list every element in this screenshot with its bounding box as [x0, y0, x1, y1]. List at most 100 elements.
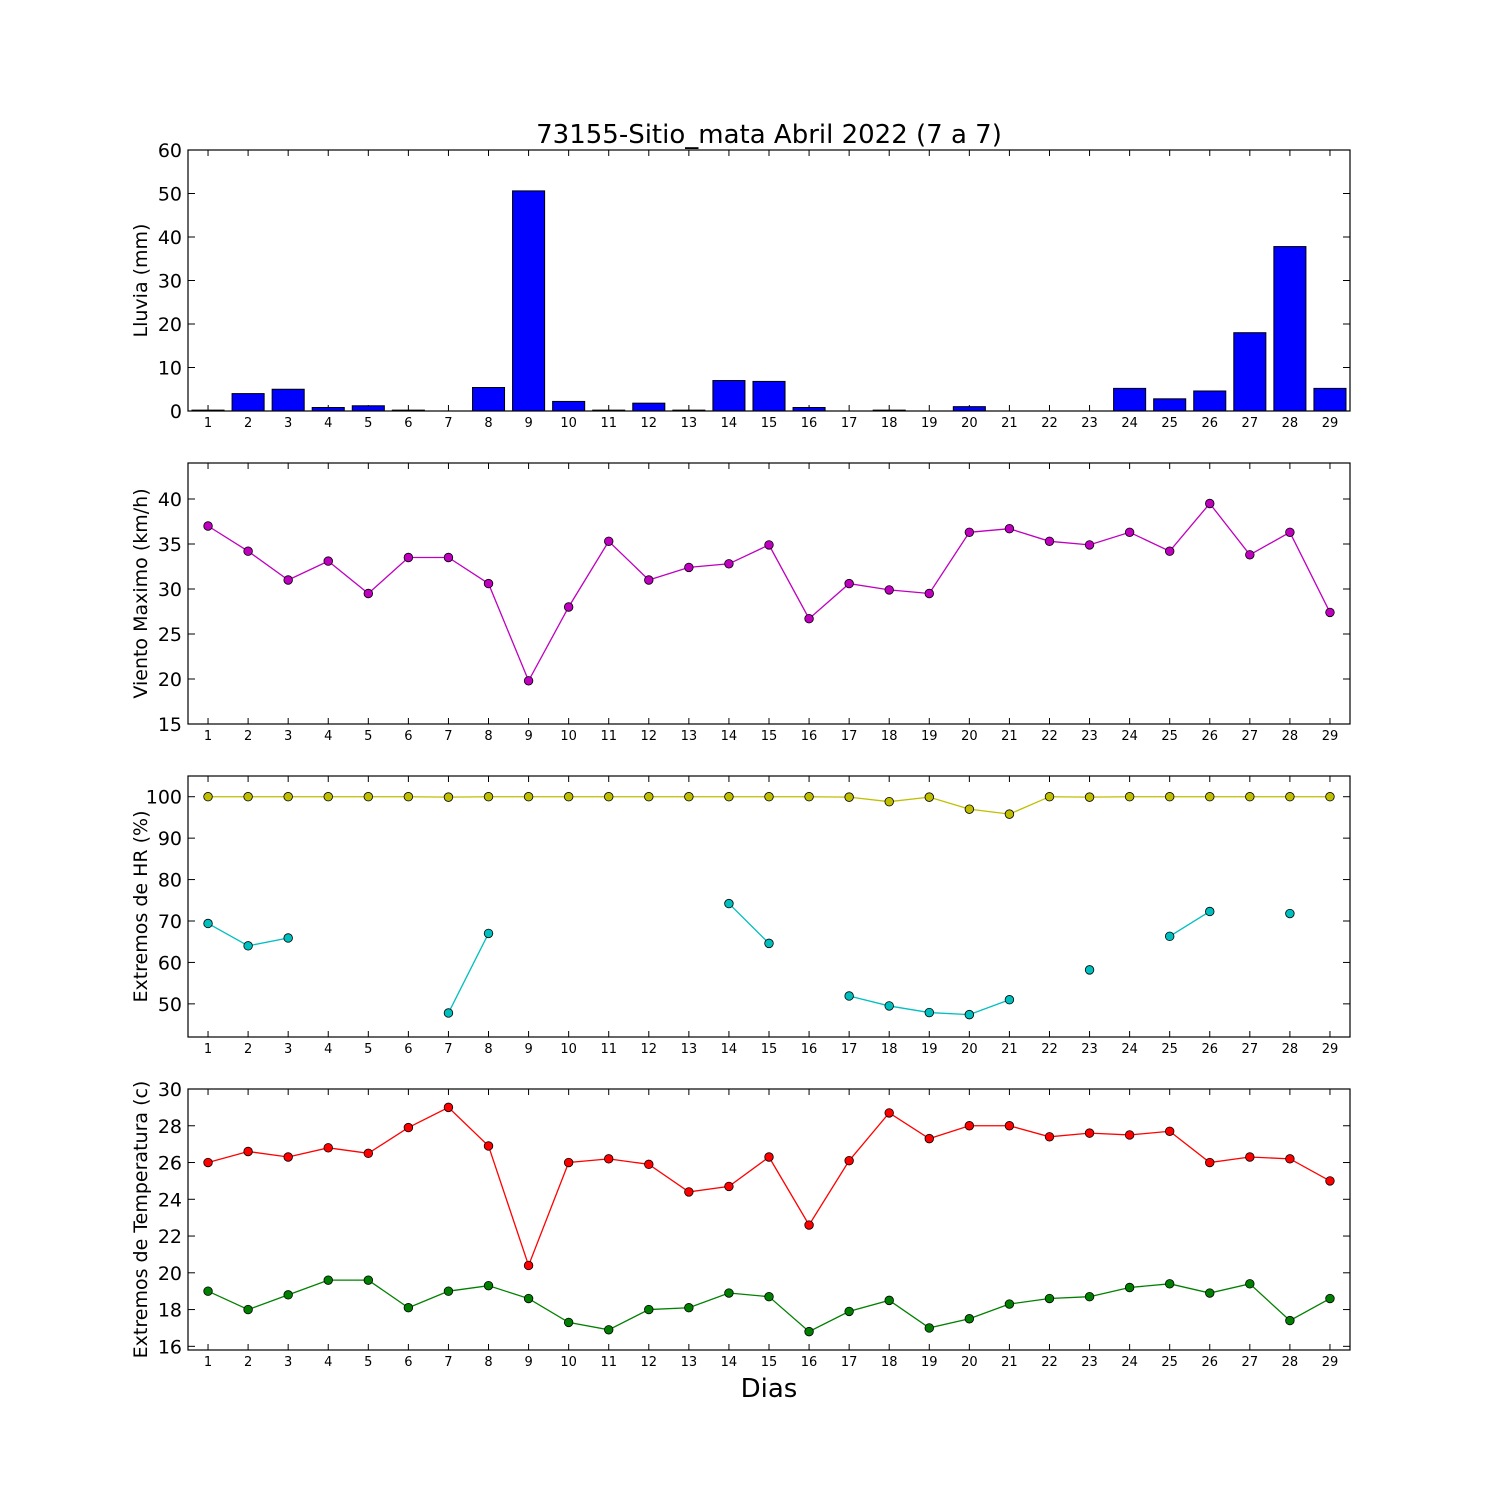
hr-max-point — [1004, 809, 1015, 819]
hr-min-point — [844, 991, 854, 1001]
x-tick-label: 7 — [444, 416, 452, 431]
temp-max-point — [1245, 1152, 1255, 1162]
y-tick-label: 50 — [158, 184, 182, 206]
y-tick-label: 50 — [158, 994, 182, 1016]
x-tick-label: 10 — [560, 1355, 577, 1370]
temp-max-point — [363, 1148, 374, 1159]
temp-min-point — [523, 1293, 534, 1304]
hr-min-point — [964, 1009, 975, 1020]
hr-max-point — [1124, 792, 1135, 802]
y-tick-label: 22 — [158, 1226, 182, 1248]
hr-min-point — [1285, 908, 1295, 919]
temp-max-point — [924, 1133, 934, 1144]
temp-min-line — [207, 1279, 1331, 1333]
x-tick-label: 27 — [1242, 729, 1259, 744]
temp-max-point — [684, 1187, 694, 1197]
x-tick-label: 3 — [284, 416, 292, 431]
hr-min-point — [884, 1001, 894, 1011]
wind-point — [964, 527, 975, 538]
y-tick-label: 10 — [158, 358, 182, 380]
x-tick-label: 22 — [1041, 416, 1058, 431]
x-tick-label: 25 — [1161, 729, 1178, 744]
wind-point — [884, 585, 894, 595]
temp-max-point — [443, 1102, 454, 1113]
rain-bar — [351, 405, 385, 412]
temp-min-point — [563, 1317, 574, 1328]
temp-max-line — [207, 1106, 1331, 1268]
y-axis-label: Lluvia (mm) — [130, 224, 152, 338]
temp-min-point — [724, 1288, 734, 1298]
temp-min-point — [1044, 1293, 1055, 1304]
wind-point — [443, 552, 454, 563]
x-tick-label: 25 — [1161, 1355, 1178, 1370]
x-tick-label: 11 — [600, 416, 617, 431]
wind-point — [644, 575, 654, 585]
x-tick-label: 17 — [841, 1042, 858, 1057]
hr-min-point — [764, 938, 774, 949]
x-tick-label: 9 — [524, 1355, 532, 1370]
x-tick-label: 24 — [1121, 416, 1138, 431]
hr-min-point — [443, 1008, 454, 1018]
x-tick-label: 5 — [364, 729, 372, 744]
x-tick-label: 2 — [244, 416, 252, 431]
x-tick-label: 5 — [364, 416, 372, 431]
x-tick-label: 17 — [841, 1355, 858, 1370]
wind-point — [1164, 546, 1175, 556]
hr-max-point — [1044, 792, 1055, 802]
x-tick-label: 13 — [681, 1355, 698, 1370]
y-tick-label: 30 — [158, 271, 182, 293]
y-tick-label: 20 — [158, 1263, 182, 1285]
hr-min-point — [1164, 931, 1175, 942]
x-tick-label: 7 — [444, 729, 452, 744]
x-tick-label: 8 — [484, 729, 492, 744]
rain-bar — [1273, 246, 1307, 412]
y-tick-label: 18 — [158, 1300, 182, 1322]
x-tick-label: 20 — [961, 729, 978, 744]
x-tick-label: 16 — [801, 416, 818, 431]
rain-bar — [1113, 387, 1147, 412]
wind-point — [403, 552, 414, 563]
temp-max-point — [1004, 1121, 1015, 1131]
x-tick-label: 19 — [921, 729, 938, 744]
y-tick-label: 20 — [158, 669, 182, 691]
temp-min-point — [924, 1323, 934, 1333]
x-tick-label: 11 — [600, 1042, 617, 1057]
temp-max-point — [283, 1152, 293, 1162]
wind-point — [1325, 607, 1335, 618]
wind-point — [323, 556, 333, 566]
y-axis-label: Extremos de HR (%) — [130, 810, 152, 1002]
rain-bar — [552, 400, 586, 412]
hr-max-point — [443, 792, 454, 802]
x-tick-label: 26 — [1201, 416, 1218, 431]
temp-max-point — [1044, 1132, 1055, 1142]
rain-bar — [1153, 398, 1187, 412]
x-tick-label: 29 — [1322, 416, 1339, 431]
hr-min-point — [1004, 995, 1015, 1005]
x-tick-label: 13 — [681, 416, 698, 431]
temp-max-point — [764, 1152, 774, 1162]
plot-frame — [187, 775, 1351, 1038]
hr-max-point — [1245, 792, 1255, 802]
y-tick-label: 100 — [146, 787, 182, 809]
temp-max-point — [604, 1154, 614, 1164]
temp-min-point — [1004, 1299, 1015, 1309]
wind-point — [203, 521, 213, 531]
y-tick-label: 40 — [158, 227, 182, 249]
x-tick-label: 21 — [1001, 1355, 1018, 1370]
chart-title: 73155-Sitio_mata Abril 2022 (7 a 7) — [536, 120, 1002, 150]
wind-point — [604, 536, 614, 547]
x-tick-label: 22 — [1041, 729, 1058, 744]
wind-point — [1205, 498, 1215, 509]
x-tick-label: 3 — [284, 1042, 292, 1057]
temp-min-point — [283, 1290, 293, 1300]
hr-max-point — [203, 792, 213, 802]
temp-max-point — [1084, 1128, 1095, 1138]
wind-point — [924, 588, 934, 599]
temp-min-point — [1285, 1315, 1295, 1326]
y-tick-label: 35 — [158, 534, 182, 556]
rain-bar — [952, 406, 986, 412]
y-tick-label: 20 — [158, 314, 182, 336]
